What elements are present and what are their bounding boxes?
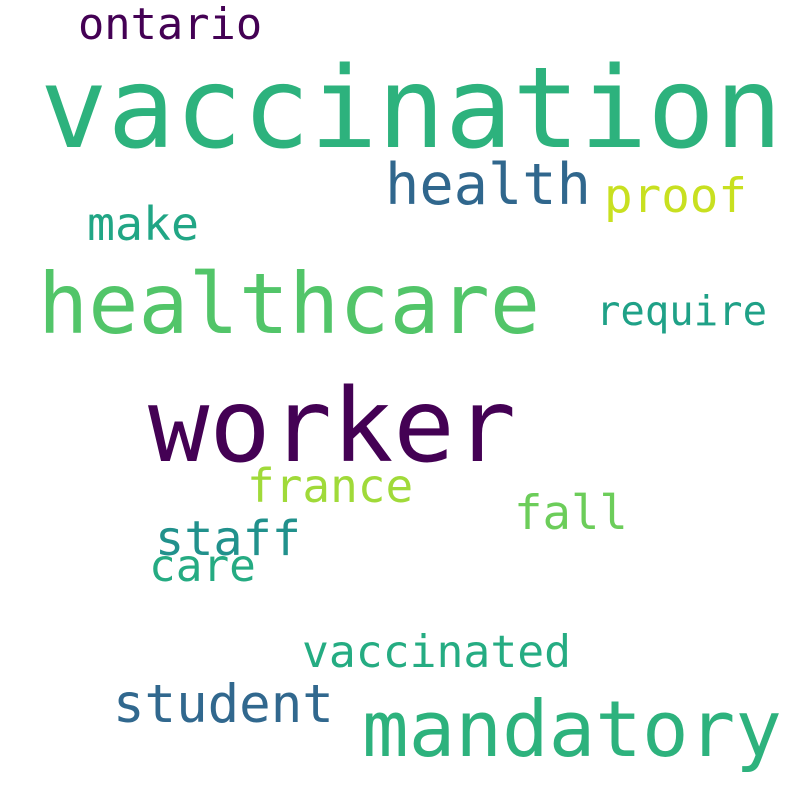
word-worker: worker: [148, 367, 517, 487]
word-mandatory: mandatory: [362, 685, 782, 776]
word-staff: staff: [155, 510, 301, 567]
word-healthcare: healthcare: [38, 256, 541, 354]
word-ontario: ontario: [78, 0, 263, 51]
word-make: make: [87, 196, 199, 251]
word-france: france: [247, 459, 414, 513]
word-fall: fall: [514, 486, 628, 542]
word-require: require: [596, 286, 768, 335]
word-care: care: [149, 540, 256, 592]
word-proof: proof: [604, 168, 747, 224]
word-vaccinated: vaccinated: [302, 625, 572, 678]
word-vaccination: vaccination: [40, 44, 783, 174]
word-student: student: [113, 673, 334, 735]
word-health: health: [385, 151, 591, 218]
